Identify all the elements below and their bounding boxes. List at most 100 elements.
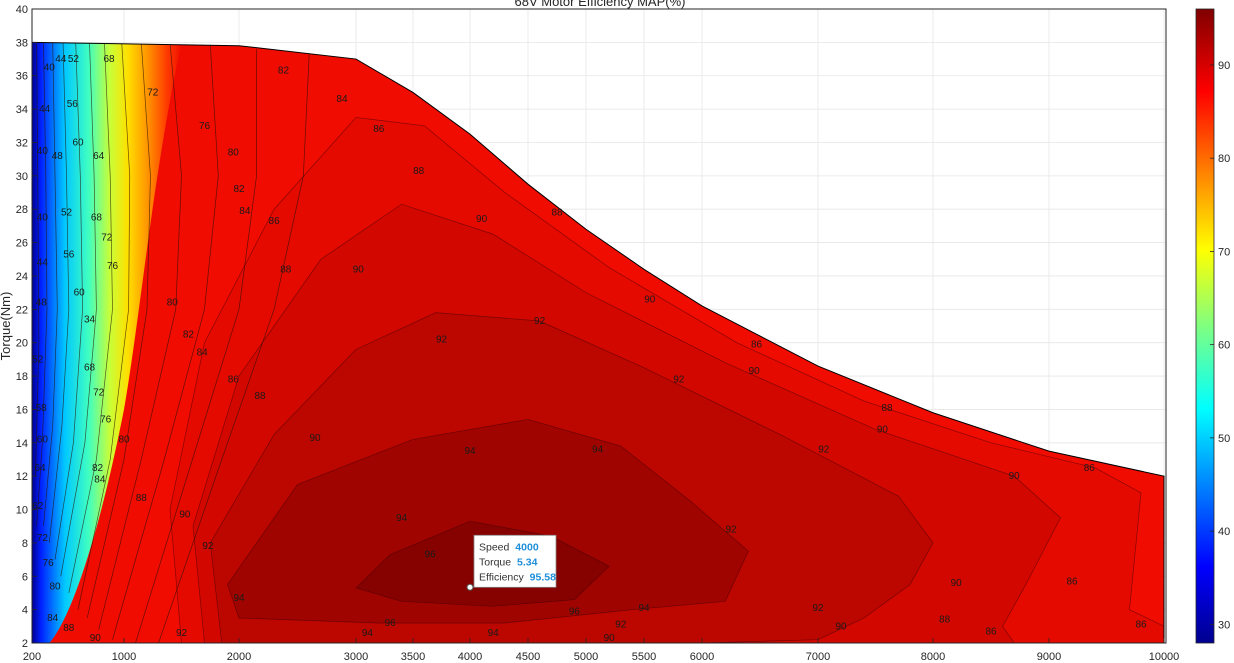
contour-label: 86 — [228, 374, 240, 385]
contour-label: 62 — [32, 501, 44, 512]
contour-line — [60, 42, 97, 577]
y-tick-label: 18 — [16, 371, 28, 383]
contour-label: 56 — [63, 249, 75, 260]
contour-label: 40 — [44, 62, 56, 73]
contour-label: 92 — [436, 334, 448, 345]
contour-line — [35, 42, 40, 477]
datatip-efficiency-value: 95.58 — [530, 571, 556, 583]
contour-label: 40 — [37, 146, 49, 157]
contour-label: 52 — [32, 354, 44, 365]
contour-label: 92 — [615, 620, 627, 631]
contour-label: 86 — [1135, 620, 1147, 631]
low-speed-efficiency-band — [32, 42, 182, 643]
contour-label: 84 — [94, 474, 106, 485]
datatip-speed-label: Speed — [479, 541, 510, 553]
contour-label: 84 — [197, 348, 209, 359]
contour-label: 90 — [835, 621, 847, 632]
contour-label: 92 — [176, 628, 188, 639]
contour-label: 90 — [476, 214, 488, 225]
contour-label: 88 — [551, 208, 563, 219]
colorbar-tick-label: 90 — [1218, 60, 1230, 72]
contour-label: 80 — [49, 581, 61, 592]
contour-label: 88 — [254, 391, 266, 402]
contour-line — [98, 42, 182, 630]
contour-label: 52 — [61, 208, 73, 219]
colorbar: 30 40 50 60 70 80 90 — [1195, 8, 1230, 644]
contour-label: 34 — [84, 314, 96, 325]
contour-label: 60 — [37, 434, 49, 445]
colorbar-tick-label: 50 — [1218, 433, 1230, 445]
x-tick-label: 10000 — [1149, 651, 1180, 663]
y-axis-label: Torque(Nm) — [0, 292, 13, 361]
contour-label: 84 — [239, 206, 251, 217]
contour-label: 94 — [464, 446, 476, 457]
x-tick-label: 5500 — [632, 651, 656, 663]
y-tick-label: 4 — [22, 605, 28, 617]
contour-line — [43, 42, 58, 527]
x-tick-label: 3000 — [344, 651, 368, 663]
contour-label: 68 — [103, 54, 115, 65]
contour-label: 72 — [37, 533, 49, 544]
x-tick-label: 4500 — [516, 651, 540, 663]
contour-label: 80 — [228, 147, 240, 158]
contour-label: 92 — [673, 374, 685, 385]
contour-label: 84 — [47, 613, 59, 624]
contour-label: 94 — [396, 513, 408, 524]
y-tick-label: 8 — [22, 538, 28, 550]
contour-label: 48 — [52, 151, 64, 162]
contour-label: 90 — [309, 433, 321, 444]
contour-label: 96 — [569, 606, 581, 617]
contour-label: 88 — [63, 623, 75, 634]
x-tick-label: 9000 — [1037, 651, 1061, 663]
chart-title: 68V Motor Efficiency MAP(%) — [515, 0, 686, 9]
y-tick-label: 14 — [16, 438, 28, 450]
y-tick-label: 24 — [16, 271, 28, 283]
contour-label: 72 — [101, 233, 113, 244]
colorbar-gradient — [1195, 8, 1215, 644]
y-tick-label: 30 — [16, 171, 28, 183]
contour-label: 68 — [84, 363, 96, 374]
colorbar-tick-label: 80 — [1218, 153, 1230, 165]
contour-label: 52 — [68, 54, 80, 65]
y-tick-label: 38 — [16, 37, 28, 49]
contour-label: 86 — [269, 216, 281, 227]
contour-label: 86 — [751, 339, 763, 350]
datatip[interactable]: Speed 4000 Torque 5.34 Efficiency 95.58 — [466, 534, 557, 591]
contour-line — [112, 44, 219, 640]
contour-label: 58 — [36, 403, 48, 414]
contour-label: 56 — [67, 99, 79, 110]
datatip-torque-value: 5.34 — [517, 556, 538, 568]
y-tick-label: 40 — [16, 4, 28, 16]
y-tick-label: 28 — [16, 204, 28, 216]
contour-label: 88 — [939, 615, 951, 626]
y-tick-label: 16 — [16, 404, 28, 416]
contour-label: 82 — [278, 66, 290, 77]
x-tick-label: 6000 — [690, 651, 714, 663]
contour-label: 96 — [385, 618, 397, 629]
x-tick-label: 8000 — [921, 651, 945, 663]
contour-label: 82 — [183, 329, 195, 340]
contour-line — [158, 54, 310, 643]
contour-label: 76 — [199, 121, 211, 132]
contour-label: 82 — [233, 184, 245, 195]
contour-label: 94 — [488, 628, 500, 639]
x-tick-label: 2000 — [227, 651, 251, 663]
datatip-marker[interactable] — [466, 583, 474, 591]
contour-label: 44 — [39, 104, 51, 115]
contour-line — [36, 42, 48, 527]
contour-label: 96 — [425, 550, 437, 561]
colorbar-tick-label: 70 — [1218, 246, 1230, 258]
contour-label: 88 — [413, 166, 425, 177]
y-tick-label: 32 — [16, 137, 28, 149]
contour-label: 76 — [100, 414, 112, 425]
contour-label: 92 — [818, 444, 830, 455]
contour-line — [77, 42, 131, 610]
contour-label: 90 — [749, 366, 761, 377]
contour-label: 82 — [92, 463, 104, 474]
contour-label: 90 — [353, 264, 365, 275]
datatip-efficiency-label: Efficiency — [479, 571, 524, 583]
contour-label: 92 — [534, 316, 546, 327]
x-tick-label: 7000 — [806, 651, 830, 663]
y-tick-label: 2 — [22, 638, 28, 650]
